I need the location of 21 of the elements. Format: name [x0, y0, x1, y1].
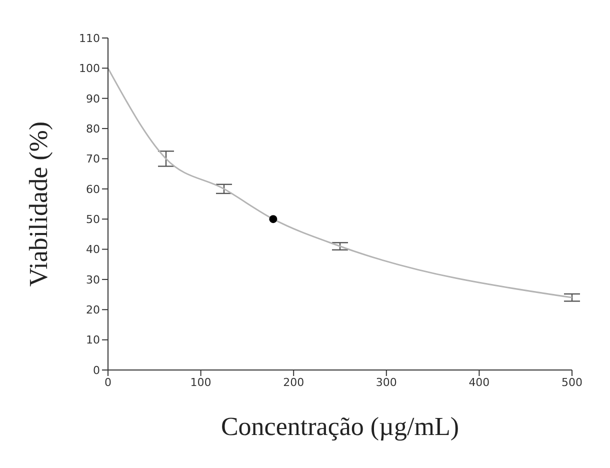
y-tick-label: 100: [79, 62, 100, 76]
y-tick-label: 60: [86, 182, 100, 196]
x-tick-label: 0: [104, 376, 112, 389]
y-tick-label: 70: [86, 152, 100, 166]
x-axis-title: Concentração (µg/mL): [220, 412, 460, 441]
x-tick-label: 300: [376, 376, 397, 389]
y-tick-label: 80: [86, 122, 100, 136]
y-tick-label: 10: [86, 334, 100, 347]
x-tick-label: 200: [283, 376, 304, 389]
x-tick-label: 400: [468, 376, 490, 389]
y-tick-label: 0: [93, 364, 100, 377]
y-tick-label: 30: [86, 273, 100, 286]
y-tick-label: 40: [86, 243, 100, 256]
x-tick-label: 500: [562, 376, 582, 389]
y-tick-label: 110: [79, 32, 100, 45]
line-series: [108, 67, 572, 298]
y-tick-label: 20: [86, 304, 100, 317]
y-axis-title: Viabilidade (%): [24, 121, 54, 287]
x-tick-label: 100: [190, 376, 212, 389]
y-tick-label: 50: [86, 212, 100, 226]
y-tick-label: 90: [86, 92, 100, 106]
